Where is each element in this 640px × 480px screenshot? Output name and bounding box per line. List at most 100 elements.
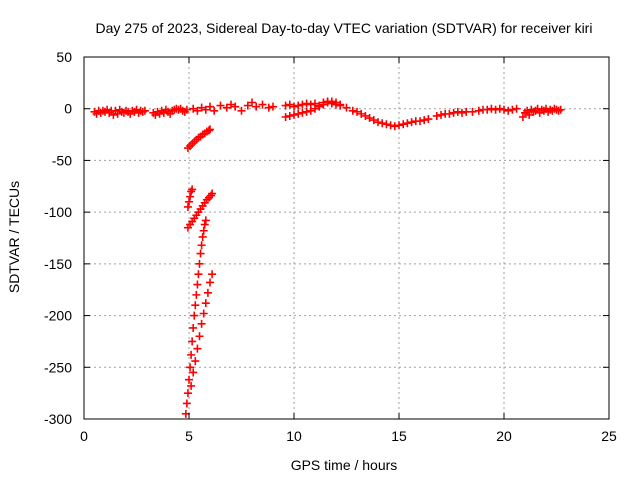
data-point <box>237 106 246 115</box>
data-point <box>437 110 445 119</box>
data-point <box>269 102 277 111</box>
data-point <box>336 100 345 109</box>
data-point <box>353 107 361 116</box>
data-point <box>208 189 217 198</box>
data-point <box>378 119 387 128</box>
data-point <box>315 102 324 111</box>
data-point <box>189 104 198 113</box>
data-point <box>319 100 328 109</box>
data-point <box>197 103 206 112</box>
plot-border <box>83 56 610 420</box>
chart-title: Day 275 of 2023, Sidereal Day-to-day VTE… <box>96 20 593 36</box>
data-point <box>189 368 198 377</box>
data-point <box>201 105 210 114</box>
data-point <box>206 102 214 111</box>
x-tick-label: 0 <box>80 428 88 444</box>
data-point <box>206 278 214 287</box>
data-point <box>495 104 504 113</box>
data-point <box>386 121 395 130</box>
data-point <box>197 241 206 250</box>
y-tick-label: 50 <box>56 49 72 65</box>
data-point <box>199 226 208 235</box>
data-point <box>512 104 521 113</box>
data-point <box>204 126 213 135</box>
x-axis-ticks: 0 5 10 15 20 25 <box>80 57 617 444</box>
data-point <box>187 381 196 390</box>
y-tick-label: -150 <box>44 256 72 272</box>
data-point <box>185 197 193 206</box>
data-point <box>222 103 231 112</box>
data-point <box>191 357 200 366</box>
data-point <box>525 110 534 119</box>
x-tick-label: 5 <box>185 428 193 444</box>
data-point <box>365 114 374 123</box>
data-point <box>487 104 496 113</box>
data-point <box>348 106 357 115</box>
data-point <box>357 109 366 118</box>
data-point <box>113 109 122 118</box>
data-point <box>399 120 408 129</box>
data-point <box>323 98 332 107</box>
data-point <box>193 280 202 289</box>
data-point <box>432 111 441 120</box>
data-point <box>206 125 214 134</box>
data-point <box>556 105 565 114</box>
data-point <box>182 399 191 408</box>
data-point <box>189 323 198 332</box>
y-tick-label: 0 <box>64 101 72 117</box>
data-point <box>201 299 210 308</box>
y-tick-label: -50 <box>52 152 72 168</box>
data-point <box>285 111 294 120</box>
data-point <box>420 116 429 125</box>
data-point <box>302 107 311 116</box>
data-point <box>193 344 202 353</box>
data-point <box>453 107 462 116</box>
data-point <box>281 101 290 110</box>
data-points <box>90 97 565 418</box>
data-point <box>332 98 340 107</box>
data-point <box>445 109 454 118</box>
x-tick-label: 15 <box>391 428 407 444</box>
data-point <box>140 106 149 115</box>
data-point <box>248 98 256 107</box>
data-point <box>281 112 290 121</box>
data-point <box>243 101 252 110</box>
data-point <box>407 118 416 127</box>
data-point <box>231 102 240 111</box>
data-point <box>311 104 319 113</box>
data-point <box>500 105 508 114</box>
data-point <box>191 301 200 310</box>
data-point <box>252 102 261 111</box>
data-point <box>187 350 196 359</box>
data-point <box>403 119 412 128</box>
data-point <box>199 309 208 318</box>
data-point <box>294 109 303 118</box>
y-tick-label: -100 <box>44 204 72 220</box>
data-point <box>449 108 458 117</box>
data-point <box>518 112 527 121</box>
y-axis-label: SDTVAR / TECUs <box>6 181 22 293</box>
data-point <box>342 103 351 112</box>
data-point <box>195 259 204 268</box>
data-point <box>194 270 203 279</box>
data-point <box>264 103 273 112</box>
data-point <box>458 108 466 117</box>
data-point <box>190 311 199 320</box>
data-point <box>208 270 217 279</box>
x-axis-label: GPS time / hours <box>291 457 398 473</box>
data-point <box>195 332 204 341</box>
data-point <box>508 105 517 114</box>
data-point <box>491 105 500 114</box>
data-point <box>298 100 307 109</box>
data-point <box>369 116 378 125</box>
data-point <box>210 106 219 115</box>
data-point <box>182 105 191 114</box>
data-point <box>186 363 195 372</box>
data-point <box>523 106 532 115</box>
x-tick-label: 20 <box>496 428 512 444</box>
data-point <box>198 232 207 241</box>
data-point <box>201 216 210 225</box>
data-point <box>504 106 513 115</box>
data-point <box>424 115 433 124</box>
